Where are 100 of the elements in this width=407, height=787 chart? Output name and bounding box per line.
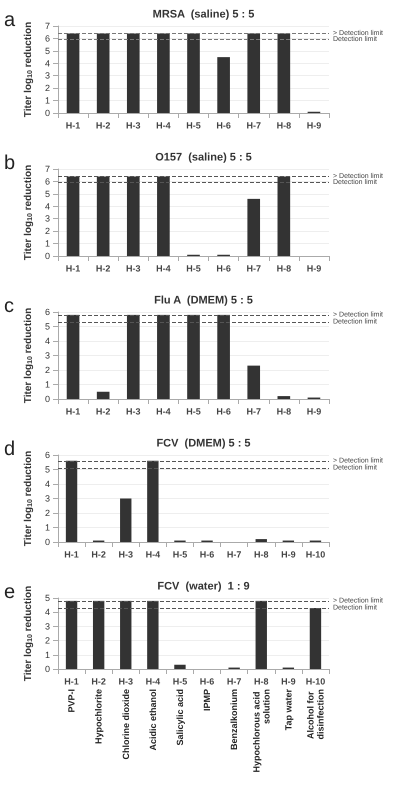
x-tick-label: H-5 (186, 120, 201, 130)
y-tick-label: 1 (44, 650, 50, 660)
x-tick-label: H-9 (281, 676, 296, 686)
bar (247, 33, 260, 113)
y-tick-label: 0 (44, 394, 50, 404)
x-tick-label: H-8 (276, 264, 292, 274)
x-tick-label: H-1 (66, 264, 80, 274)
y-tick-label: 0 (44, 251, 50, 261)
text: PVP-I (66, 689, 77, 713)
y-tick-label: 4 (44, 479, 50, 489)
x-tick-label: H-6 (216, 264, 231, 274)
bar (217, 314, 230, 399)
x-tick-label: H-9 (306, 406, 322, 416)
x-tick-label: H-4 (146, 550, 160, 560)
bar (92, 600, 104, 669)
text: d (4, 438, 16, 460)
y-tick-label: 0 (44, 664, 50, 674)
y-tick-label: 0 (44, 537, 50, 547)
bar (126, 176, 140, 256)
x-tick-label: H-2 (91, 676, 106, 686)
y-tick-label: 6 (44, 307, 50, 317)
bar (96, 33, 110, 113)
bar (278, 33, 290, 113)
y-tick-label: 5 (44, 322, 50, 332)
x-tick-label: H-3 (118, 676, 134, 686)
bar (247, 198, 260, 256)
x-tick-label: H-2 (96, 120, 110, 130)
bar (174, 664, 186, 669)
bar (256, 600, 267, 669)
chart-title: FCV (water) 1 : 9 (157, 580, 250, 592)
x-tick-label: H-1 (64, 550, 79, 560)
x-tick-label: H-8 (254, 676, 269, 686)
bar (187, 314, 200, 399)
x-tick-label: H-3 (126, 264, 141, 274)
x-tick-label: H-2 (91, 550, 106, 560)
x-tick-label: H-2 (96, 406, 110, 416)
y-tick-label: 1 (44, 96, 50, 106)
bar (278, 176, 290, 256)
x-tick-label: H-4 (156, 406, 171, 416)
x-tick-label: H-9 (306, 264, 322, 274)
y-tick-label: 3 (44, 214, 50, 224)
x-tick-label: H-5 (172, 550, 188, 560)
bar (66, 314, 80, 399)
y-tick-label: 4 (44, 607, 50, 618)
bar (96, 176, 110, 256)
bar (96, 392, 110, 399)
bar (310, 608, 322, 669)
text: Alcohol for disinfection (305, 689, 326, 740)
text: Chlorine dioxide (120, 689, 131, 760)
bar (187, 33, 200, 113)
x-tick-label: H-6 (200, 550, 214, 560)
bar (66, 33, 80, 113)
x-tick-label: H-3 (126, 120, 141, 130)
x-tick-label: H-7 (226, 676, 242, 686)
y-tick-label: 5 (44, 188, 50, 199)
x-tick-label: H-3 (118, 550, 134, 560)
chart-title: O157 (saline) 5 : 5 (155, 152, 252, 164)
x-tick-label: H-7 (226, 550, 242, 560)
x-tick-label: H-6 (216, 120, 231, 130)
x-tick-label: H-6 (200, 676, 214, 686)
y-tick-label: 6 (44, 33, 50, 44)
y-tick-label: 2 (44, 636, 50, 646)
x-tick-label: H-10 (306, 676, 326, 686)
y-tick-label: 0 (44, 108, 50, 118)
y-tick-label: 5 (44, 46, 50, 56)
y-tick-label: 7 (44, 21, 50, 31)
x-tick-label: H-3 (126, 406, 141, 416)
x-tick-label: H-8 (276, 406, 292, 416)
text: Hypochlorite (94, 689, 104, 744)
bar (157, 176, 170, 256)
y-tick-label: 1 (44, 380, 50, 390)
bar (256, 539, 267, 542)
bar (66, 600, 78, 669)
chart-title: MRSA (saline) 5 : 5 (152, 8, 254, 20)
text: b (4, 152, 16, 174)
x-tick-label: H-4 (156, 264, 171, 274)
x-tick-label: H-7 (246, 264, 261, 274)
bar (157, 33, 170, 113)
y-tick-label: 1 (44, 522, 50, 532)
y-tick-label: 6 (44, 450, 50, 460)
x-tick-label: H-5 (186, 406, 201, 416)
text: e (4, 581, 16, 603)
text: Salicylic acid (174, 689, 185, 746)
x-tick-label: H-10 (306, 550, 326, 560)
chart-title: Flu A (DMEM) 5 : 5 (154, 294, 253, 306)
x-tick-label: H-9 (306, 120, 322, 130)
bar (126, 314, 140, 399)
bar (147, 460, 159, 542)
y-tick-label: 2 (44, 365, 50, 375)
text: a (4, 9, 16, 31)
x-tick-label: H-1 (64, 676, 79, 686)
x-tick-label: H-5 (186, 264, 201, 274)
bar (66, 460, 78, 542)
x-tick-label: H-9 (281, 550, 296, 560)
text: Tap water (283, 688, 294, 730)
bar (247, 366, 260, 399)
x-tick-label: H-1 (66, 406, 80, 416)
y-tick-label: 3 (44, 621, 50, 632)
bar (278, 396, 290, 399)
y-tick-label: 6 (44, 176, 50, 186)
